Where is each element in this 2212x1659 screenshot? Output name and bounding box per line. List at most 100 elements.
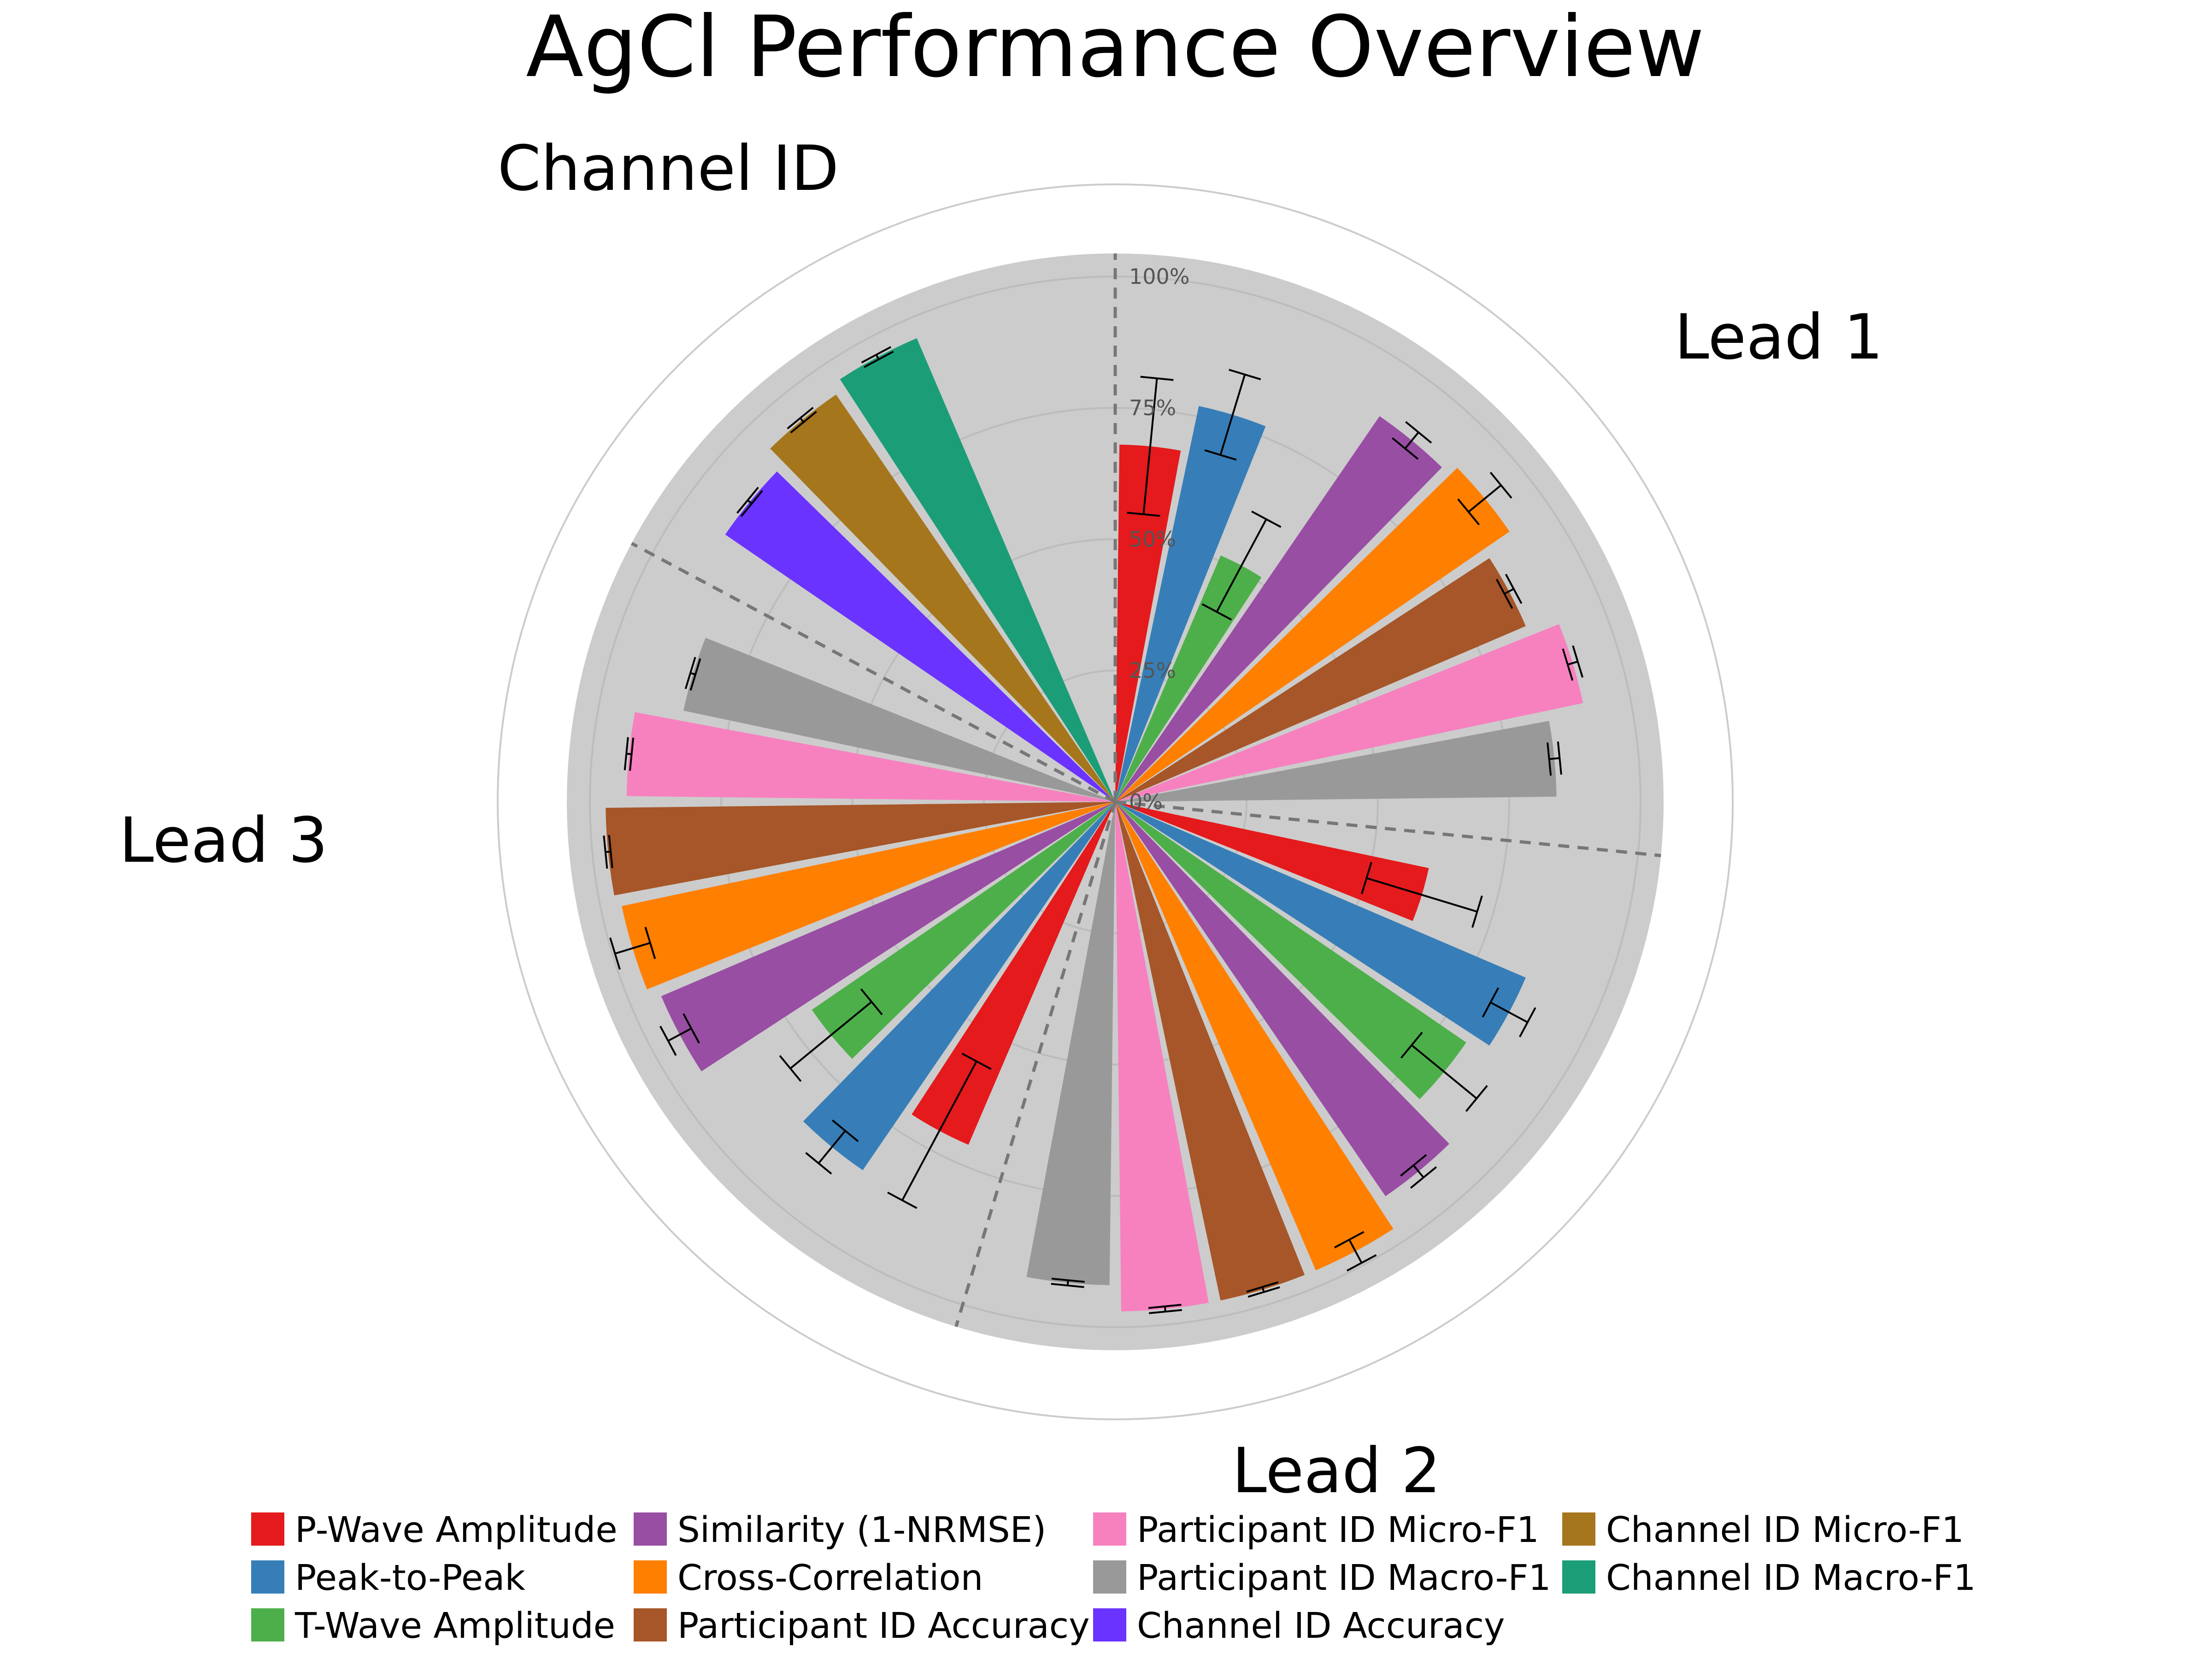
error-bar-lead-1-p-wave-amplitude xyxy=(1127,376,1174,517)
error-bar-lead-1-t-wave-amplitude xyxy=(1201,510,1282,621)
bar-lead-3-peak-to-peak xyxy=(803,802,1115,1171)
error-bar-lead-1-participant-id-macro-f1 xyxy=(1547,741,1562,776)
error-bar-lead-3-cross-correlation xyxy=(609,927,656,970)
error-bar-lead-3-similarity-1-nrmse xyxy=(659,1013,700,1056)
bar-channel-id-channel-id-macro-f1 xyxy=(840,338,1115,802)
error-bar-lead-3-p-wave-amplitude xyxy=(887,1053,992,1209)
bar-lead-3-cross-correlation xyxy=(622,802,1115,989)
error-bar-lead-3-t-wave-amplitude xyxy=(779,988,883,1082)
bar-lead-3-similarity-1-nrmse xyxy=(661,802,1115,1071)
error-bar-lead-2-p-wave-amplitude xyxy=(1361,862,1483,928)
legend-label: Channel ID Micro-F1 xyxy=(1606,1510,1964,1551)
radial-tick-label: 25% xyxy=(1129,658,1176,683)
bar-lead-1-peak-to-peak xyxy=(1115,406,1266,802)
legend-swatch xyxy=(634,1512,667,1546)
error-bar-lead-1-peak-to-peak xyxy=(1204,369,1261,461)
group-divider xyxy=(630,541,1116,804)
legend: P-Wave Amplitude Peak-to-Peak T-Wave Ampli… xyxy=(251,1510,1976,1647)
error-bar-lead-3-participant-id-macro-f1 xyxy=(684,657,701,691)
bar-lead-2-participant-id-accuracy xyxy=(1115,802,1305,1300)
bar-channel-id-channel-id-micro-f1 xyxy=(770,394,1115,802)
bar-lead-3-t-wave-amplitude xyxy=(812,802,1115,1059)
error-bar-lead-2-similarity-1-nrmse xyxy=(1400,1154,1437,1189)
legend-swatch xyxy=(1093,1560,1126,1594)
bar-lead-1-participant-id-accuracy xyxy=(1115,558,1526,802)
legend-swatch xyxy=(634,1608,667,1641)
bar-lead-2-cross-correlation xyxy=(1115,802,1394,1271)
group-label-lead-2: Lead 2 xyxy=(1232,1435,1441,1507)
radial-tick-label: 50% xyxy=(1129,527,1176,552)
radial-tick-label: 0% xyxy=(1129,789,1163,814)
legend-label: Peak-to-Peak xyxy=(295,1558,525,1599)
bar-lead-2-p-wave-amplitude xyxy=(1115,802,1429,921)
error-bar-lead-2-cross-correlation xyxy=(1334,1231,1377,1272)
group-divider xyxy=(1115,800,1661,858)
legend-item-t-wave-amplitude: T-Wave Amplitude xyxy=(251,1606,615,1647)
bar-lead-2-participant-id-micro-f1 xyxy=(1115,802,1209,1312)
error-bar-lead-2-participant-id-micro-f1 xyxy=(1148,1304,1182,1314)
legend-swatch xyxy=(251,1560,284,1594)
radial-ticks: 0% 25% 50% 75% 100% xyxy=(1129,264,1190,814)
grid-circle xyxy=(983,670,1247,934)
error-bar-lead-2-peak-to-peak xyxy=(1482,987,1536,1037)
legend-label: Participant ID Macro-F1 xyxy=(1137,1558,1551,1599)
legend-swatch xyxy=(634,1560,667,1594)
bar-lead-1-similarity-1-nrmse xyxy=(1115,416,1442,802)
error-bar-lead-2-participant-id-accuracy xyxy=(1246,1281,1280,1298)
legend-item-similarity-1-nrmse: Similarity (1-NRMSE) xyxy=(634,1510,1046,1551)
legend-item-participant-id-accuracy: Participant ID Accuracy xyxy=(634,1606,1090,1647)
bar-lead-2-similarity-1-nrmse xyxy=(1115,802,1449,1196)
error-bar-lead-1-similarity-1-nrmse xyxy=(1392,421,1432,460)
legend-swatch xyxy=(251,1608,284,1641)
legend-item-channel-id-micro-f1: Channel ID Micro-F1 xyxy=(1562,1510,1964,1551)
legend-swatch xyxy=(1562,1560,1595,1594)
legend-item-channel-id-macro-f1: Channel ID Macro-F1 xyxy=(1562,1558,1976,1599)
legend-label: Participant ID Accuracy xyxy=(677,1606,1090,1647)
legend-label: Similarity (1-NRMSE) xyxy=(677,1510,1046,1551)
legend-label: T-Wave Amplitude xyxy=(294,1606,615,1647)
radial-tick-label: 100% xyxy=(1129,264,1190,289)
group-label-channel-id: Channel ID xyxy=(498,132,839,205)
group-label-lead-3: Lead 3 xyxy=(119,804,328,877)
error-bar-lead-2-t-wave-amplitude xyxy=(1400,1031,1488,1112)
error-bar-lead-2-participant-id-macro-f1 xyxy=(1051,1277,1085,1288)
error-bar-lead-3-participant-id-accuracy xyxy=(603,835,613,869)
error-bars xyxy=(603,346,1584,1314)
legend-label: Participant ID Micro-F1 xyxy=(1137,1510,1539,1551)
bar-lead-1-participant-id-macro-f1 xyxy=(1115,721,1557,802)
group-divider xyxy=(954,801,1117,1327)
error-bar-lead-3-peak-to-peak xyxy=(805,1119,859,1175)
legend-item-channel-id-accuracy: Channel ID Accuracy xyxy=(1093,1606,1505,1647)
legend-label: Cross-Correlation xyxy=(677,1558,983,1599)
bar-lead-2-participant-id-macro-f1 xyxy=(1026,802,1115,1285)
bar-lead-1-participant-id-micro-f1 xyxy=(1115,624,1583,802)
bars xyxy=(606,338,1583,1312)
bar-lead-2-peak-to-peak xyxy=(1115,802,1526,1046)
legend-item-cross-correlation: Cross-Correlation xyxy=(634,1558,983,1599)
legend-swatch xyxy=(1093,1608,1126,1641)
legend-swatch xyxy=(251,1512,284,1546)
bar-lead-1-p-wave-amplitude xyxy=(1115,444,1181,802)
error-bar-lead-1-participant-id-accuracy xyxy=(1495,574,1523,609)
legend-label: Channel ID Accuracy xyxy=(1137,1606,1505,1647)
legend-swatch xyxy=(1562,1512,1595,1546)
error-bar-channel-id-channel-id-micro-f1 xyxy=(787,406,817,434)
bar-lead-1-cross-correlation xyxy=(1115,468,1510,802)
bar-lead-2-t-wave-amplitude xyxy=(1115,802,1466,1100)
legend-label: Channel ID Macro-F1 xyxy=(1606,1558,1976,1599)
legend-item-p-wave-amplitude: P-Wave Amplitude xyxy=(251,1510,618,1551)
radial-tick-label: 75% xyxy=(1129,395,1176,420)
legend-swatch xyxy=(1093,1512,1126,1546)
error-bar-lead-3-participant-id-micro-f1 xyxy=(624,737,635,771)
group-label-lead-1: Lead 1 xyxy=(1674,301,1883,373)
legend-item-peak-to-peak: Peak-to-Peak xyxy=(251,1558,525,1599)
error-bar-lead-1-cross-correlation xyxy=(1457,471,1512,525)
legend-label: P-Wave Amplitude xyxy=(295,1510,618,1551)
bar-lead-3-participant-id-micro-f1 xyxy=(626,712,1115,802)
chart-title: AgCl Performance Overview xyxy=(526,0,1705,96)
legend-item-participant-id-micro-f1: Participant ID Micro-F1 xyxy=(1093,1510,1539,1551)
bar-lead-3-participant-id-accuracy xyxy=(606,802,1115,895)
error-bar-lead-1-participant-id-micro-f1 xyxy=(1562,645,1584,681)
bar-channel-id-channel-id-accuracy xyxy=(725,471,1115,802)
